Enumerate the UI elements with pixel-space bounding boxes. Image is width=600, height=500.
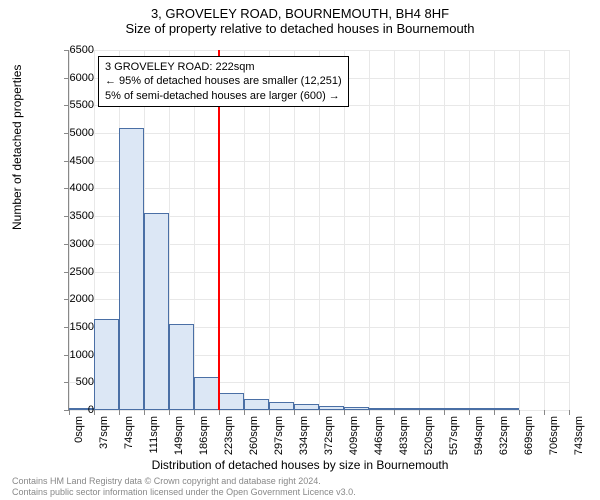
ytick-label: 4500 — [44, 155, 94, 167]
ytick-label: 1000 — [44, 349, 94, 361]
histogram-bar — [369, 408, 394, 410]
histogram-bar — [494, 408, 519, 410]
xtick-mark — [269, 410, 270, 415]
callout-line3: 5% of semi-detached houses are larger (6… — [105, 89, 342, 103]
ytick-label: 6000 — [44, 72, 94, 84]
histogram-bar — [119, 128, 144, 410]
ytick-label: 1500 — [44, 321, 94, 333]
gridline-v — [494, 50, 495, 410]
footer: Contains HM Land Registry data © Crown c… — [12, 476, 356, 498]
ytick-label: 2000 — [44, 293, 94, 305]
ytick-label: 2500 — [44, 266, 94, 278]
footer-line2: Contains public sector information licen… — [12, 487, 356, 498]
histogram-bar — [194, 377, 219, 410]
xtick-mark — [94, 410, 95, 415]
ytick-label: 500 — [44, 376, 94, 388]
xtick-mark — [169, 410, 170, 415]
xtick-mark — [569, 410, 570, 415]
histogram-bar — [269, 402, 294, 410]
histogram-bar — [219, 393, 244, 410]
y-axis-label: Number of detached properties — [10, 65, 24, 230]
gridline-v — [569, 50, 570, 410]
callout-line2: ← 95% of detached houses are smaller (12… — [105, 74, 342, 88]
gridline-v — [369, 50, 370, 410]
footer-line1: Contains HM Land Registry data © Crown c… — [12, 476, 356, 487]
xtick-mark — [519, 410, 520, 415]
xtick-mark — [444, 410, 445, 415]
xtick-mark — [319, 410, 320, 415]
histogram-bar — [344, 407, 369, 410]
xtick-mark — [394, 410, 395, 415]
ytick-label: 4000 — [44, 182, 94, 194]
histogram-bar — [244, 399, 269, 410]
xtick-mark — [369, 410, 370, 415]
gridline-v — [519, 50, 520, 410]
gridline-v — [394, 50, 395, 410]
gridline-v — [419, 50, 420, 410]
x-axis-label: Distribution of detached houses by size … — [0, 458, 600, 472]
xtick-mark — [294, 410, 295, 415]
chart-container: 3, GROVELEY ROAD, BOURNEMOUTH, BH4 8HF S… — [0, 0, 600, 500]
ytick-label: 5500 — [44, 99, 94, 111]
xtick-mark — [544, 410, 545, 415]
histogram-bar — [444, 408, 469, 410]
histogram-bar — [144, 213, 169, 410]
xtick-mark — [244, 410, 245, 415]
histogram-bar — [419, 408, 444, 410]
xtick-mark — [144, 410, 145, 415]
xtick-mark — [344, 410, 345, 415]
ytick-label: 5000 — [44, 127, 94, 139]
chart-title: 3, GROVELEY ROAD, BOURNEMOUTH, BH4 8HF — [0, 0, 600, 21]
gridline-v — [444, 50, 445, 410]
xtick-mark — [419, 410, 420, 415]
ytick-label: 3500 — [44, 210, 94, 222]
ytick-label: 6500 — [44, 44, 94, 56]
histogram-bar — [294, 404, 319, 410]
xtick-mark — [494, 410, 495, 415]
histogram-bar — [469, 408, 494, 410]
callout-line1: 3 GROVELEY ROAD: 222sqm — [105, 60, 342, 74]
xtick-mark — [119, 410, 120, 415]
ytick-label: 3000 — [44, 238, 94, 250]
histogram-bar — [169, 324, 194, 410]
plot-area: 0sqm37sqm74sqm111sqm149sqm186sqm223sqm26… — [68, 50, 568, 410]
xtick-mark — [469, 410, 470, 415]
xtick-mark — [219, 410, 220, 415]
ytick-label: 0 — [44, 404, 94, 416]
histogram-bar — [94, 319, 119, 410]
histogram-bar — [319, 406, 344, 410]
callout-box: 3 GROVELEY ROAD: 222sqm ← 95% of detache… — [98, 56, 349, 107]
xtick-mark — [194, 410, 195, 415]
histogram-bar — [394, 408, 419, 410]
gridline-v — [544, 50, 545, 410]
gridline-v — [469, 50, 470, 410]
chart-subtitle: Size of property relative to detached ho… — [0, 21, 600, 40]
